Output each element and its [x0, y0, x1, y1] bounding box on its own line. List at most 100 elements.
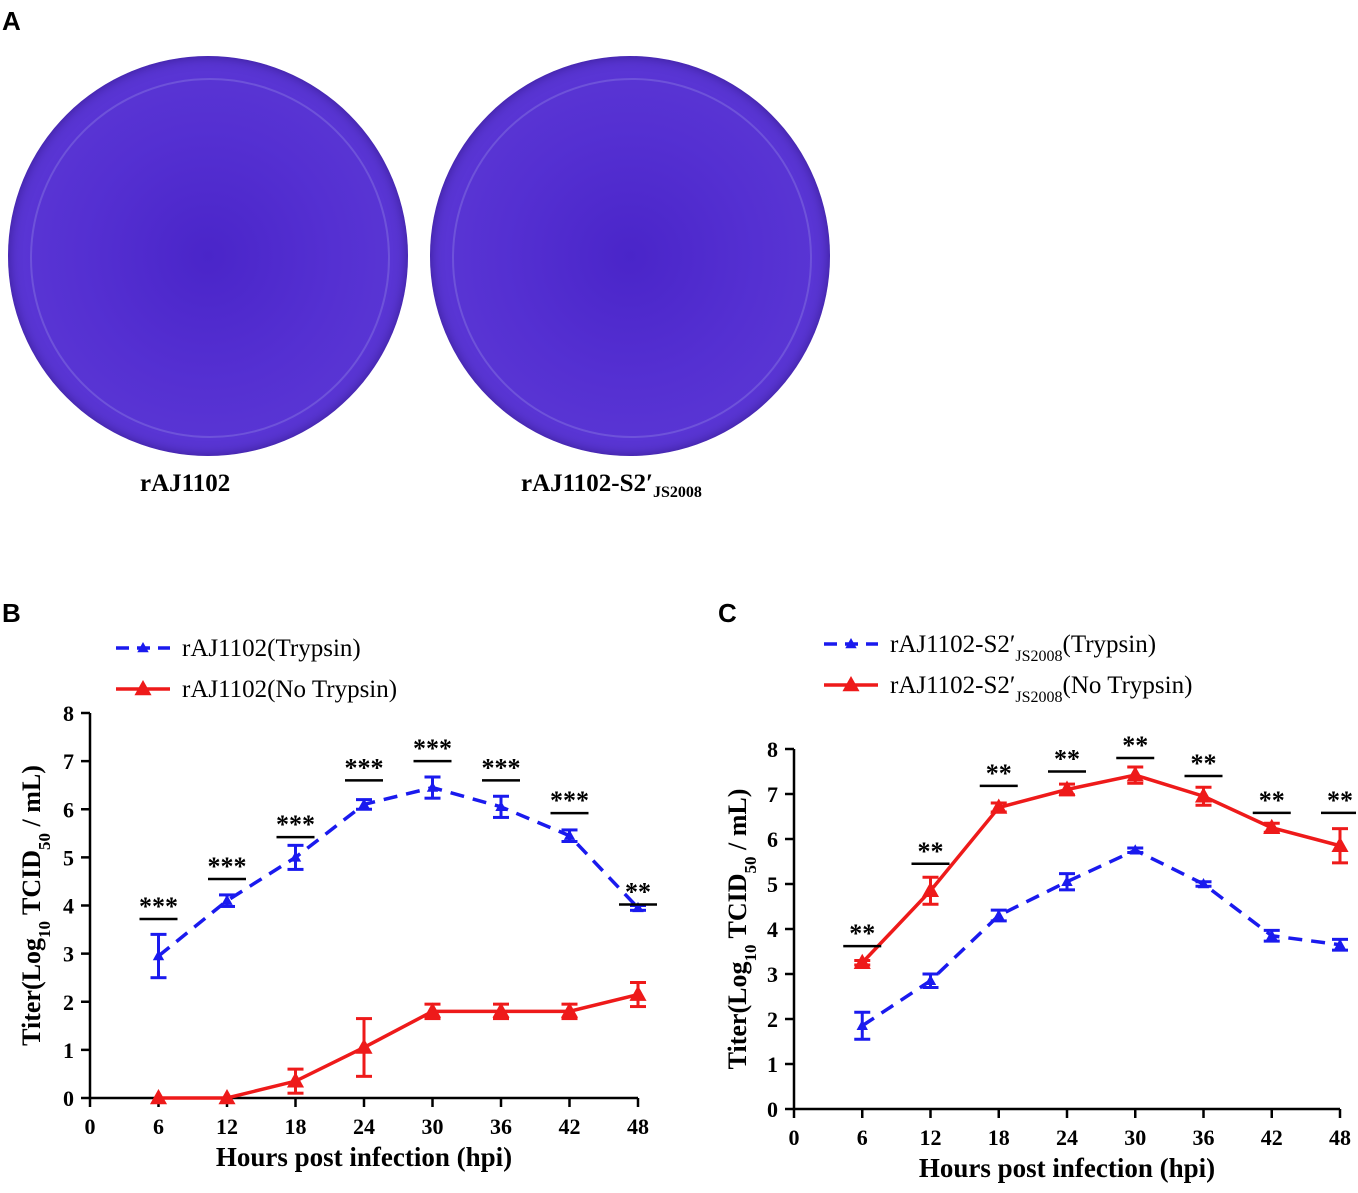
- plate-label-text: rAJ1102-S2′: [521, 470, 654, 497]
- data-point: [218, 1089, 236, 1105]
- significance-label: **: [986, 759, 1012, 788]
- significance-label: **: [625, 878, 651, 907]
- significance-label: ***: [276, 810, 315, 839]
- data-point: [286, 1072, 305, 1088]
- data-point: [358, 798, 370, 809]
- x-tick-label: 30: [422, 1114, 444, 1139]
- significance-label: ***: [208, 852, 247, 881]
- text-part: TCID: [17, 850, 46, 921]
- data-point: [993, 909, 1005, 920]
- data-point: [423, 1002, 442, 1018]
- y-tick-label: 1: [63, 1038, 74, 1063]
- x-tick-label: 30: [1124, 1125, 1146, 1150]
- y-tick-label: 7: [767, 782, 778, 807]
- y-tick-label: 6: [767, 827, 778, 852]
- data-point: [563, 829, 576, 840]
- x-tick-label: 48: [1329, 1125, 1351, 1150]
- text-part: (Trypsin): [1063, 631, 1157, 658]
- text-part: rAJ1102-S2′: [890, 672, 1015, 699]
- data-point: [1263, 818, 1281, 835]
- plate-image-raj1102: [8, 56, 408, 456]
- series-line-trypsin: [157, 785, 640, 958]
- data-point: [990, 798, 1008, 814]
- x-tick-label: 42: [559, 1114, 581, 1139]
- legend-marker: [845, 638, 857, 649]
- significance-label: ***: [482, 753, 521, 782]
- text-part: / mL): [17, 765, 46, 833]
- y-tick-label: 6: [63, 797, 74, 822]
- y-tick-label: 2: [63, 990, 74, 1015]
- plate-label-subscript: JS2008: [653, 484, 702, 501]
- x-tick-label: 6: [857, 1125, 868, 1150]
- y-axis-label: Titer(Log10 TCID50 / mL): [723, 789, 760, 1070]
- x-tick-label: 18: [988, 1125, 1010, 1150]
- data-point: [853, 953, 871, 970]
- significance-label: **: [849, 919, 875, 948]
- subscript: 50: [35, 833, 54, 850]
- significance-label: **: [1191, 749, 1217, 778]
- data-point: [492, 1002, 510, 1018]
- significance-label: ***: [413, 734, 452, 763]
- plate-image-raj1102-s2: [430, 56, 830, 456]
- x-tick-label: 18: [285, 1114, 307, 1139]
- x-tick-label: 24: [1056, 1125, 1078, 1150]
- subscript: JS2008: [1015, 648, 1062, 665]
- subscript: JS2008: [1015, 689, 1062, 706]
- data-point: [856, 1019, 868, 1030]
- text-part: rAJ1102(Trypsin): [182, 635, 361, 662]
- data-point: [289, 851, 302, 862]
- x-axis-label: Hours post infection (hpi): [216, 1142, 512, 1172]
- significance-label: **: [1122, 731, 1148, 760]
- x-tick-label: 48: [627, 1114, 649, 1139]
- data-point: [221, 894, 233, 905]
- legend-label: rAJ1102-S2′JS2008(Trypsin): [890, 631, 1156, 665]
- data-point: [560, 1002, 579, 1018]
- data-point: [1197, 878, 1210, 889]
- y-tick-label: 5: [767, 872, 778, 897]
- y-tick-label: 1: [767, 1052, 778, 1077]
- x-tick-label: 0: [789, 1125, 800, 1150]
- text-part: Titer(Log: [723, 962, 752, 1070]
- data-point: [1331, 836, 1349, 853]
- text-part: TCID: [723, 874, 752, 945]
- x-tick-label: 0: [85, 1114, 96, 1139]
- significance-label: **: [918, 837, 944, 866]
- data-point: [1266, 929, 1278, 940]
- significance-label: **: [1259, 786, 1285, 815]
- legend-marker: [842, 676, 860, 692]
- data-point: [1058, 780, 1076, 796]
- significance-label: **: [1327, 786, 1353, 815]
- data-point: [426, 781, 439, 792]
- x-tick-label: 36: [490, 1114, 512, 1139]
- text-part: rAJ1102-S2′: [890, 631, 1015, 658]
- data-point: [1129, 844, 1141, 855]
- data-point: [632, 901, 644, 913]
- significance-label: ***: [345, 753, 384, 782]
- x-axis-label: Hours post infection (hpi): [919, 1153, 1215, 1183]
- data-point: [1334, 938, 1346, 949]
- y-tick-label: 8: [63, 701, 74, 726]
- text-part: (No Trypsin): [1063, 672, 1193, 699]
- text-part: rAJ1102(No Trypsin): [182, 676, 397, 703]
- plate-label-raj1102: rAJ1102: [140, 470, 230, 498]
- x-tick-label: 12: [920, 1125, 942, 1150]
- legend-label: rAJ1102(No Trypsin): [182, 676, 397, 703]
- legend-label: rAJ1102(Trypsin): [182, 635, 361, 662]
- plate-label-raj1102-s2: rAJ1102-S2′JS2008: [521, 470, 702, 502]
- y-tick-label: 2: [767, 1007, 778, 1032]
- y-tick-label: 4: [63, 894, 74, 919]
- subscript: 50: [741, 857, 760, 874]
- legend-label: rAJ1102-S2′JS2008(No Trypsin): [890, 672, 1192, 706]
- panel-letter-b: B: [2, 598, 21, 628]
- y-tick-label: 3: [63, 942, 74, 967]
- data-point: [1126, 766, 1144, 782]
- data-point: [152, 950, 165, 961]
- x-tick-label: 36: [1193, 1125, 1215, 1150]
- significance-label: **: [1054, 745, 1080, 774]
- y-tick-label: 0: [767, 1097, 778, 1122]
- y-tick-label: 7: [63, 749, 74, 774]
- panel-letter-a: A: [2, 6, 21, 36]
- subscript: 10: [741, 945, 760, 962]
- text-part: Titer(Log: [17, 938, 46, 1046]
- y-tick-label: 4: [767, 917, 778, 942]
